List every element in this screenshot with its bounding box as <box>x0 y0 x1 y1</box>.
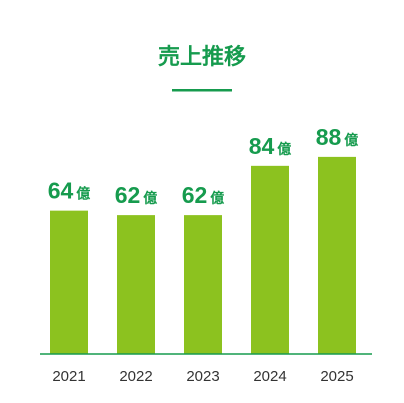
data-label-value: 62 <box>115 182 141 208</box>
data-label-2021: 64 億 <box>48 178 91 204</box>
chart-title: 売上推移 <box>158 44 246 70</box>
bar-2024 <box>251 165 289 354</box>
bar-2023 <box>184 215 222 354</box>
x-tick-label-2023: 2023 <box>186 368 219 385</box>
bar-2021 <box>50 210 88 354</box>
data-label-2025: 88 億 <box>316 124 359 150</box>
x-tick-label-2025: 2025 <box>320 368 353 385</box>
data-label-2024: 84 億 <box>249 133 292 159</box>
x-axis-ticks: 2021 2022 2023 2024 2025 <box>52 368 353 385</box>
x-tick-label-2024: 2024 <box>253 368 286 385</box>
bar-group: 64 億 62 億 62 億84 億 88 億 <box>48 124 359 354</box>
data-label-unit: 億 <box>143 190 157 207</box>
data-label-2022: 62 億 <box>115 182 158 208</box>
data-label-value: 84 <box>249 133 275 159</box>
data-label-2023: 62 億 <box>182 182 225 208</box>
bar-2022 <box>117 215 155 354</box>
data-label-value: 88 <box>316 124 342 150</box>
data-label-value: 62 <box>182 182 208 208</box>
x-tick-label-2021: 2021 <box>52 368 85 385</box>
data-label-unit: 億 <box>210 190 224 207</box>
title-underline <box>172 89 232 92</box>
data-label-unit: 億 <box>344 132 358 149</box>
data-label-unit: 億 <box>277 141 291 158</box>
data-label-unit: 億 <box>76 186 90 203</box>
data-label-value: 64 <box>48 178 74 204</box>
x-tick-label-2022: 2022 <box>119 368 152 385</box>
bar-2025 <box>318 156 356 354</box>
